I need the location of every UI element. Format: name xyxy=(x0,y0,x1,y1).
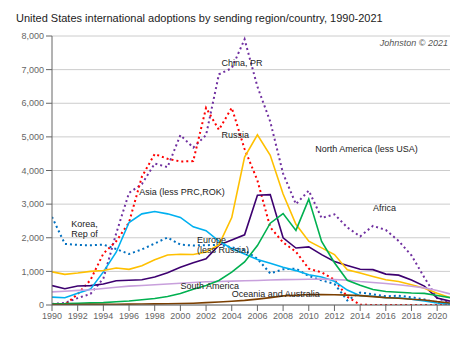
svg-text:1990: 1990 xyxy=(42,311,62,321)
svg-text:North America (less USA): North America (less USA) xyxy=(315,144,418,154)
svg-text:1992: 1992 xyxy=(68,311,88,321)
svg-text:7,000: 7,000 xyxy=(21,65,44,75)
svg-text:2012: 2012 xyxy=(324,311,344,321)
svg-text:8,000: 8,000 xyxy=(21,31,44,41)
svg-text:2020: 2020 xyxy=(427,311,447,321)
svg-text:4,000: 4,000 xyxy=(21,166,44,176)
svg-text:1994: 1994 xyxy=(93,311,113,321)
svg-text:Korea,Rep of: Korea,Rep of xyxy=(71,219,98,239)
svg-text:2008: 2008 xyxy=(273,311,293,321)
svg-text:2018: 2018 xyxy=(401,311,421,321)
svg-text:South America: South America xyxy=(180,281,239,291)
svg-text:2000: 2000 xyxy=(170,311,190,321)
svg-text:2006: 2006 xyxy=(247,311,267,321)
html-text:United States international ad: United States international adoptions by… xyxy=(16,12,383,24)
svg-text:2010: 2010 xyxy=(299,311,319,321)
svg-text:0: 0 xyxy=(39,300,44,310)
svg-text:2,000: 2,000 xyxy=(21,233,44,243)
svg-text:1996: 1996 xyxy=(119,311,139,321)
svg-text:2014: 2014 xyxy=(350,311,370,321)
svg-text:Asia (less PRC,ROK): Asia (less PRC,ROK) xyxy=(139,187,225,197)
svg-text:Oceania and Australia: Oceania and Australia xyxy=(232,289,320,299)
svg-text:Russia: Russia xyxy=(221,130,249,140)
svg-text:2004: 2004 xyxy=(222,311,242,321)
svg-text:Europe(less Russia): Europe(less Russia) xyxy=(197,235,249,255)
svg-text:China, PR: China, PR xyxy=(221,58,263,68)
svg-text:1,000: 1,000 xyxy=(21,267,44,277)
svg-text:5,000: 5,000 xyxy=(21,132,44,142)
svg-text:Africa: Africa xyxy=(373,203,396,213)
svg-text:1998: 1998 xyxy=(145,311,165,321)
svg-text:3,000: 3,000 xyxy=(21,199,44,209)
svg-text:2002: 2002 xyxy=(196,311,216,321)
svg-text:Johnston © 2021: Johnston © 2021 xyxy=(379,38,448,48)
svg-text:2016: 2016 xyxy=(376,311,396,321)
svg-text:6,000: 6,000 xyxy=(21,98,44,108)
